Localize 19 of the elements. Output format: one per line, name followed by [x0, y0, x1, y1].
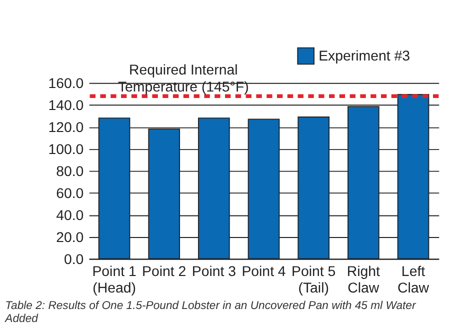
x-tick-label: Point 1 (Head) — [92, 264, 136, 296]
y-tick-label: 120.0 — [48, 120, 84, 136]
y-tick-label: 0.0 — [64, 252, 84, 268]
y-tick-label: 100.0 — [48, 142, 84, 158]
x-tick-label: Point 4 — [242, 264, 286, 280]
y-tick-label: 20.0 — [56, 230, 84, 246]
y-tick-label: 140.0 — [48, 98, 84, 114]
y-tick-label: 80.0 — [56, 164, 84, 180]
x-tick-label: Point 2 — [142, 264, 186, 280]
caption: Table 2: Results of One 1.5-Pound Lobster in an Uncovered Pan with 45 ml Water Added — [4, 300, 417, 326]
legend-label: Experiment #3 — [318, 48, 410, 65]
y-tick-label: 40.0 — [56, 208, 84, 224]
x-tick-label: Right Claw — [346, 264, 380, 296]
y-tick-label: 160.0 — [48, 76, 84, 92]
x-tick-label: Point 5 (Tail) — [292, 264, 336, 296]
x-tick-label: Left Claw — [397, 264, 430, 296]
x-tick-label: Point 3 — [192, 264, 236, 280]
ref-line-label: Required Internal Temperature (145°F) — [118, 62, 249, 96]
y-tick-label: 60.0 — [56, 186, 84, 202]
